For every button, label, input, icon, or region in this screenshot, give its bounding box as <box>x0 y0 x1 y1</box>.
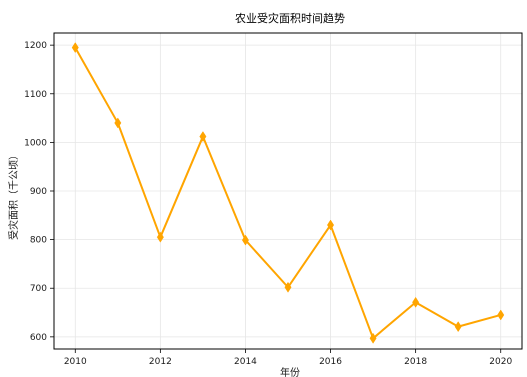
x-tick-label: 2014 <box>234 357 257 367</box>
y-tick-label: 1100 <box>24 90 47 100</box>
x-tick-label: 2020 <box>489 357 512 367</box>
y-axis-ticks: 600 700 800 900 1000 1100 1200 <box>24 41 54 343</box>
y-tick-label: 1000 <box>24 138 47 148</box>
data-point-marker <box>454 321 462 333</box>
data-point-marker <box>241 234 249 246</box>
chart-title: 农业受灾面积时间趋势 <box>235 11 345 25</box>
data-point-marker <box>497 309 505 321</box>
x-tick-label: 2018 <box>404 357 427 367</box>
x-tick-label: 2010 <box>64 357 87 367</box>
x-axis-label: 年份 <box>280 366 300 377</box>
data-point-marker <box>412 296 420 308</box>
y-tick-label: 600 <box>30 333 47 343</box>
y-tick-label: 900 <box>30 187 47 197</box>
data-point-marker <box>284 281 292 293</box>
y-tick-label: 700 <box>30 284 47 294</box>
y-axis-label: 受灾面积（千公顷） <box>7 150 20 240</box>
y-tick-label: 800 <box>30 236 47 246</box>
y-tick-label: 1200 <box>24 41 47 51</box>
x-tick-label: 2016 <box>319 357 342 367</box>
data-point-marker <box>327 219 335 231</box>
data-point-marker <box>369 332 377 344</box>
series-layer <box>71 42 505 344</box>
grid-lines <box>54 33 522 349</box>
x-axis-ticks: 2010 2012 2014 2016 2018 2020 <box>64 349 512 367</box>
data-point-marker <box>156 231 164 243</box>
data-point-marker <box>71 42 79 54</box>
series-line <box>74 47 501 340</box>
data-point-marker <box>114 117 122 129</box>
x-tick-label: 2012 <box>149 357 172 367</box>
data-point-marker <box>199 131 207 143</box>
